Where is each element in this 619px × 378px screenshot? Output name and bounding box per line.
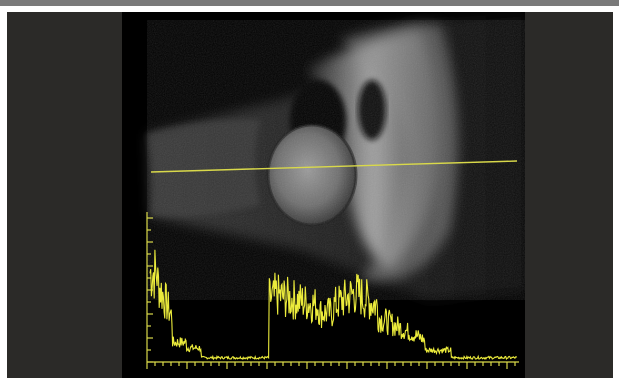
scan-line — [150, 160, 518, 173]
scan-fan — [147, 12, 525, 300]
top-bar — [0, 0, 619, 6]
a-scan-trace — [149, 249, 518, 361]
a-scan-axes — [146, 212, 519, 369]
